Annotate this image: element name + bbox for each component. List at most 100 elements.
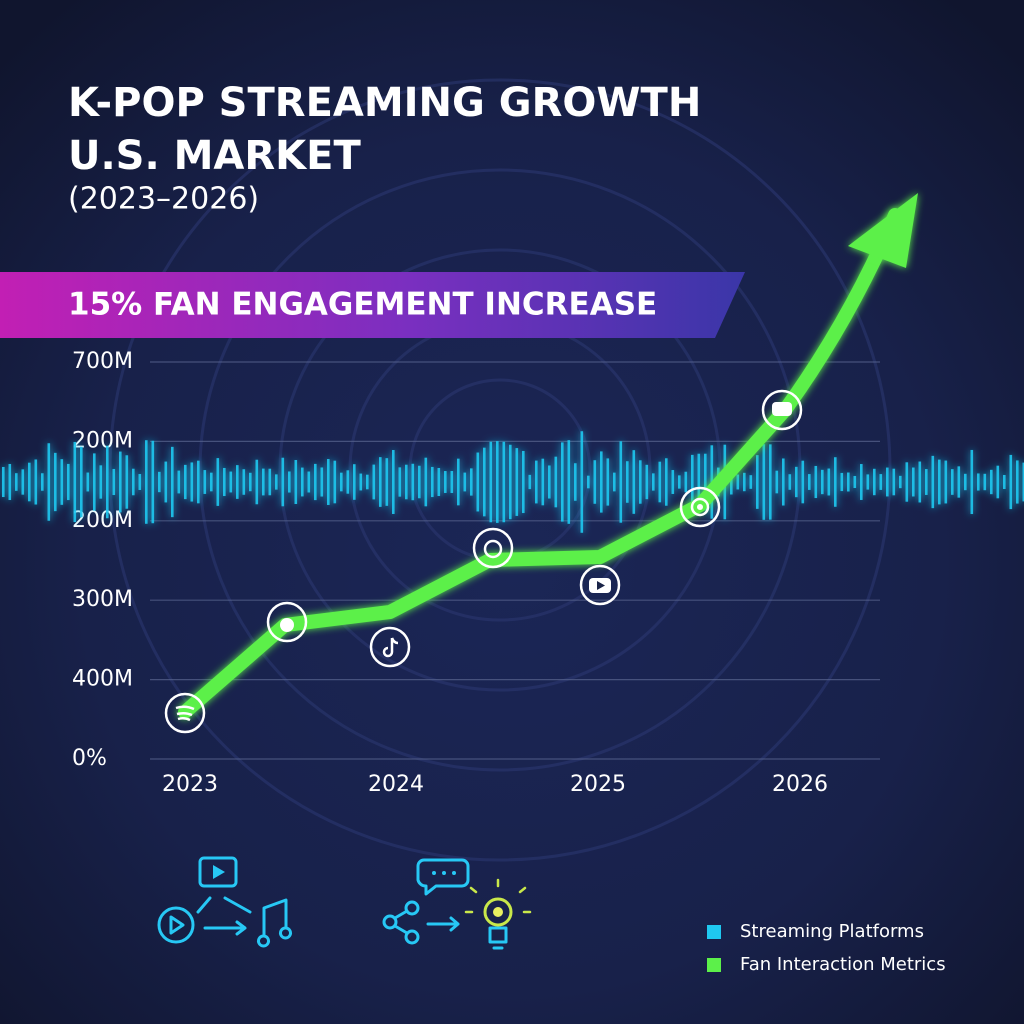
- wave-bar: [353, 464, 356, 500]
- wave-bar: [275, 474, 278, 490]
- wave-bar: [886, 467, 889, 497]
- bottom-icons: [157, 856, 532, 950]
- wave-bar: [28, 462, 31, 502]
- wave-bar: [925, 469, 928, 495]
- wave-bar: [990, 469, 993, 495]
- wave-bar: [808, 474, 811, 490]
- wave-bar: [80, 446, 83, 518]
- wave-bar: [528, 474, 532, 490]
- wave-bar: [424, 457, 428, 507]
- wave-bar: [346, 470, 350, 494]
- wave-bar: [769, 444, 772, 520]
- wave-bar: [99, 465, 103, 499]
- wave-bar: [333, 460, 337, 504]
- wave-bar: [606, 458, 610, 506]
- wave-bar: [593, 460, 597, 504]
- wave-bar: [93, 453, 96, 511]
- wave-bar: [684, 471, 688, 493]
- wave-bar: [515, 448, 519, 516]
- wave-bar: [574, 463, 577, 501]
- wave-bar: [652, 473, 655, 491]
- wave-bar: [548, 465, 551, 499]
- title: K-POP STREAMING GROWTH: [68, 80, 701, 126]
- wave-bar: [814, 465, 818, 499]
- wave-bar: [632, 450, 636, 514]
- banner-text: 15% FAN ENGAGEMENT INCREASE: [68, 287, 657, 323]
- wave-bar: [106, 445, 109, 519]
- wave-bar: [249, 472, 252, 492]
- wave-bar: [151, 440, 155, 524]
- wave-bar: [730, 469, 733, 495]
- wave-bar: [262, 468, 265, 496]
- wave-bar: [1003, 474, 1006, 490]
- wave-bar: [918, 461, 922, 503]
- wave-bar: [567, 440, 571, 524]
- wave-bar: [476, 452, 480, 512]
- wave-bar: [535, 460, 538, 504]
- wave-bar: [964, 473, 967, 491]
- wave-bar: [704, 453, 707, 511]
- wave-bar: [340, 472, 343, 492]
- wave-bar: [678, 475, 681, 489]
- wave-bar: [431, 466, 434, 498]
- wave-bar: [671, 470, 675, 494]
- wave-bar: [41, 473, 44, 491]
- wave-bar: [379, 457, 382, 507]
- y-axis-label: 400M: [72, 667, 133, 692]
- wave-bar: [879, 474, 883, 490]
- wave-bar: [873, 468, 876, 496]
- wave-bar: [327, 459, 330, 505]
- wave-bar: [619, 441, 623, 523]
- wave-bar: [951, 469, 954, 495]
- wave-bar: [320, 467, 324, 497]
- x-axis-label: 2023: [162, 772, 218, 797]
- wave-bar: [359, 473, 363, 491]
- wave-bar: [899, 475, 902, 489]
- wave-bar: [541, 458, 545, 506]
- wave-bar: [67, 463, 70, 501]
- wave-bar: [60, 459, 64, 505]
- wave-bar: [307, 471, 311, 493]
- wave-bar: [587, 475, 590, 489]
- wave-bar: [970, 449, 974, 515]
- wave-bar: [398, 467, 402, 497]
- wave-bar: [418, 465, 421, 499]
- wave-bar: [288, 471, 291, 493]
- wave-bar: [54, 452, 57, 512]
- wave-bar: [561, 442, 564, 522]
- wave-bar: [847, 472, 850, 492]
- wave-bar: [658, 461, 662, 503]
- platform-icons: [164, 389, 803, 734]
- wave-bar: [957, 466, 961, 498]
- wave-bar: [301, 467, 304, 497]
- legend-swatch: [707, 958, 721, 972]
- wave-bar: [197, 460, 200, 504]
- wave-bar: [119, 451, 122, 513]
- wave-bar: [580, 431, 584, 533]
- wave-bar: [1022, 462, 1024, 502]
- legend-label: Streaming Platforms: [740, 921, 924, 942]
- wave-bar: [1016, 460, 1019, 504]
- wave-bar: [665, 458, 668, 506]
- wave-bar: [853, 475, 857, 489]
- wave-bar: [639, 460, 642, 504]
- x-axis-label: 2025: [570, 772, 626, 797]
- wave-bar: [626, 461, 629, 503]
- wave-bar: [437, 467, 441, 497]
- wave-bar: [866, 474, 870, 490]
- wave-bar: [236, 465, 239, 499]
- wave-bar: [905, 462, 909, 502]
- wave-bar: [372, 464, 376, 500]
- wave-bar: [938, 459, 941, 505]
- wave-bar: [281, 457, 285, 507]
- wave-bar: [827, 468, 831, 496]
- subtitle: (2023–2026): [68, 182, 259, 217]
- wave-bar: [294, 460, 298, 504]
- wave-bar: [223, 467, 226, 497]
- wave-bar: [132, 468, 135, 496]
- wave-bar: [171, 446, 174, 518]
- banner-background: [0, 272, 745, 338]
- wave-bar: [613, 472, 616, 492]
- y-axis-label: 300M: [72, 587, 133, 612]
